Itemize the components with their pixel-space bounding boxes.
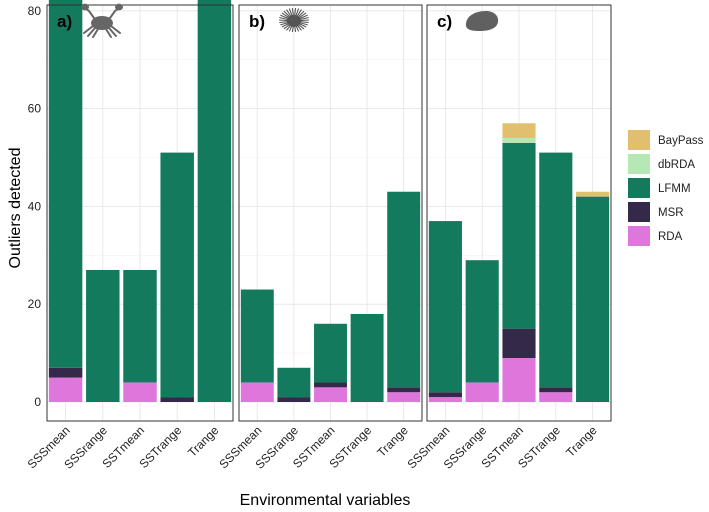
bar-segment-lfmm-sstmean <box>314 323 347 383</box>
legend-label-dbrda: dbRDA <box>658 159 695 171</box>
crab-icon <box>81 3 123 38</box>
bar-segment-lfmm-trange <box>197 0 232 402</box>
panel-border <box>238 4 423 422</box>
legend-label-baypass: BayPass <box>658 135 704 147</box>
crab-leg <box>87 27 96 37</box>
legend-swatch-msr <box>628 202 650 222</box>
x-tick-label: Trange <box>563 423 600 460</box>
bar-segment-rda-sstmean <box>123 382 157 402</box>
legend-swatch-lfmm <box>628 178 650 198</box>
crab-leg <box>105 28 112 38</box>
y-tick-label: 0 <box>34 395 41 409</box>
legend: BayPass dbRDA LFMM MSR RDA <box>628 130 704 246</box>
crab-body <box>91 16 113 30</box>
bar-segment-rda-sssmean <box>48 377 83 402</box>
y-tick-label: 20 <box>28 297 42 311</box>
bar-segment-msr-sstrange <box>539 387 573 393</box>
panel-tag: b) <box>249 12 265 31</box>
crab-leg <box>110 25 121 34</box>
bar-segment-dbrda-sstmean <box>502 137 536 143</box>
bar-segment-lfmm-trange <box>576 196 610 402</box>
bar-segment-rda-sssmean <box>428 397 462 402</box>
bar-segment-lfmm-trange <box>387 191 421 388</box>
bar-segment-msr-sssmean <box>48 367 83 378</box>
y-tick-label: 80 <box>28 4 42 18</box>
bar-segment-msr-sssrange <box>277 397 311 402</box>
bar-segment-lfmm-sssmean <box>48 0 83 368</box>
y-tick-label: 40 <box>28 199 42 213</box>
bar-segment-rda-sstmean <box>502 357 536 402</box>
x-tick-label: Trange <box>374 423 411 460</box>
bar-segment-rda-sssrange <box>465 382 499 402</box>
x-tick-label: Trange <box>185 423 222 460</box>
x-axis-title: Environmental variables <box>240 492 411 509</box>
bar-segment-rda-sstmean <box>314 387 347 402</box>
crab-claw <box>115 3 123 11</box>
bar-segment-baypass-sstmean <box>502 123 536 138</box>
y-axis-title: Outliers detected <box>7 148 24 269</box>
legend-swatch-baypass <box>628 130 650 150</box>
bar-segment-baypass-trange <box>576 191 610 197</box>
bar-segment-lfmm-sssrange <box>277 367 311 398</box>
bar-segment-lfmm-sstmean <box>502 142 536 329</box>
bar-segment-lfmm-sstrange <box>539 152 573 388</box>
urchin-body <box>287 15 301 27</box>
bar-segment-lfmm-sssmean <box>428 221 462 393</box>
crab-leg <box>83 25 94 34</box>
legend-label-rda: RDA <box>658 231 683 243</box>
bar-segment-msr-sssmean <box>428 392 462 398</box>
bar-segment-lfmm-sssrange <box>465 260 499 383</box>
bar-segment-lfmm-sssmean <box>240 289 274 383</box>
plot-area: 0 20 40 60 80a)SSSmeanSSSrangeSSTmeanSSTrang… <box>25 0 612 472</box>
bar-segment-msr-trange <box>387 387 421 393</box>
crab-claw <box>81 3 89 11</box>
bar-segment-msr-sstmean <box>502 328 536 358</box>
oyster-shell <box>465 11 499 31</box>
panel-border <box>426 4 612 422</box>
bar-segment-msr-sstmean <box>314 382 347 388</box>
bar-segment-rda-sstrange <box>539 392 573 402</box>
bar-segment-lfmm-sssrange <box>86 269 120 402</box>
crab-leg <box>92 28 99 38</box>
bar-segment-lfmm-sstrange <box>160 152 194 398</box>
bar-segment-rda-sssmean <box>240 382 274 402</box>
oyster-icon <box>465 11 499 31</box>
bar-segment-lfmm-sstmean <box>123 269 157 383</box>
bar-segment-lfmm-sstrange <box>350 313 384 402</box>
bar-segment-rda-trange <box>387 392 421 402</box>
legend-label-lfmm: LFMM <box>658 183 691 195</box>
y-tick-label: 60 <box>28 102 42 116</box>
legend-swatch-dbrda <box>628 154 650 174</box>
panel-border <box>46 4 234 422</box>
panel-tag: c) <box>437 12 452 31</box>
legend-label-msr: MSR <box>658 207 684 219</box>
panel-tag: a) <box>57 12 72 31</box>
crab-leg <box>108 27 117 37</box>
legend-swatch-rda <box>628 226 650 246</box>
sea-urchin-icon <box>278 7 310 33</box>
bar-segment-msr-sstrange <box>160 397 194 402</box>
